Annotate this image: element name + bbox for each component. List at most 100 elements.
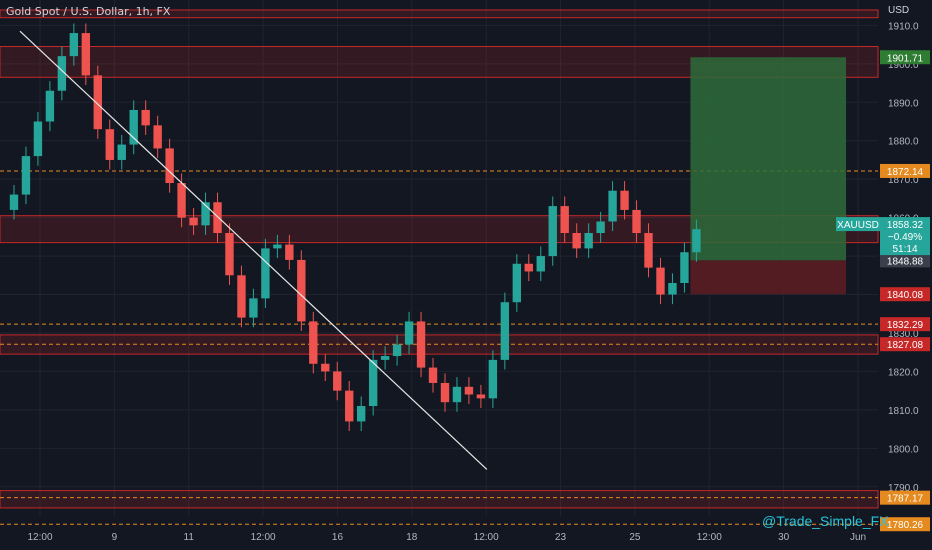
stop-zone[interactable] (690, 260, 847, 295)
candle-body (69, 33, 79, 57)
x-tick-label: 12:00 (697, 532, 722, 543)
candle-body (656, 267, 665, 295)
long-position-tool[interactable] (690, 57, 847, 295)
candle-body (201, 202, 210, 226)
candle-body (584, 233, 593, 249)
x-tick-label: Jun (850, 532, 866, 543)
y-tick-label: 1890.0 (888, 98, 919, 109)
candle-body (165, 148, 174, 184)
candle-body (345, 390, 354, 422)
candle-body (141, 109, 150, 126)
price-label: 1872.14 (887, 167, 924, 178)
zones (0, 9, 879, 509)
y-tick-label: 1900.0 (888, 60, 919, 71)
price-label: 1827.08 (887, 340, 924, 351)
x-tick-label: 16 (332, 532, 344, 543)
symbol-tag: XAUUSD (837, 220, 879, 231)
candle-body (261, 248, 270, 299)
price-label-bg (880, 337, 930, 352)
candle-body (524, 263, 533, 272)
time-axis[interactable]: 12:00 9 11 12:00 16 18 12:00 23 25 12:00 30 Jun (27, 532, 866, 543)
price-label: 1780.26 (887, 520, 924, 531)
candle-body (596, 221, 605, 234)
price-label-bg (880, 50, 930, 65)
price-label: 1840.08 (887, 290, 924, 301)
candle-body (464, 386, 474, 395)
target-zone[interactable] (690, 57, 847, 261)
candles (9, 23, 701, 432)
last-price-bg (880, 217, 930, 256)
x-tick-label: 11 (184, 532, 195, 543)
x-tick-label: 12:00 (474, 532, 499, 543)
candle-body (368, 359, 378, 407)
y-tick-label: 1870.0 (888, 175, 919, 186)
price-label-bg (880, 287, 930, 302)
candle-body (285, 244, 294, 260)
candle-body (129, 109, 138, 145)
candle-body (249, 298, 258, 318)
candle-body (189, 217, 198, 226)
trendline[interactable] (19, 30, 488, 470)
price-change: −0.49% (888, 232, 922, 243)
currency-label: USD (888, 5, 910, 16)
price-label: 1787.17 (887, 494, 924, 505)
candle-body (476, 394, 486, 399)
price-label-bg (880, 317, 930, 332)
watermark: @Trade_Simple_FX (762, 513, 889, 529)
x-tick-label: 12:00 (27, 532, 52, 543)
x-tick-label: 30 (778, 532, 790, 543)
x-tick-label: 12:00 (251, 532, 276, 543)
candle-body (632, 209, 641, 234)
y-tick-label: 1790.0 (888, 483, 919, 494)
candle-body (680, 252, 689, 283)
symbol-tag-bg (836, 217, 880, 232)
candle-body (21, 156, 31, 195)
candle-body (620, 190, 629, 210)
trendline-line[interactable] (19, 30, 488, 470)
candle-body (692, 229, 701, 253)
candle-body (93, 75, 102, 130)
y-tick-label: 1800.0 (888, 444, 919, 455)
candle-body (452, 386, 462, 403)
candle-body (309, 321, 318, 364)
candle-body (81, 33, 91, 76)
candle-body (45, 90, 55, 122)
price-label-bg (880, 490, 930, 505)
candle-body (428, 367, 438, 383)
price-labels: 1901.71 1872.14 1848.88 1840.08 1832.29 1827.… (836, 50, 930, 532)
candle-body (297, 259, 306, 322)
y-tick-label: 1880.0 (888, 137, 919, 148)
candle-body (9, 194, 19, 210)
candle-body (177, 183, 186, 218)
candle-body (380, 356, 390, 360)
x-tick-label: 18 (406, 532, 418, 543)
candle-body (560, 206, 569, 234)
chart-title: Gold Spot / U.S. Dollar, 1h, FX (6, 5, 171, 18)
last-price: 1858.32 (887, 220, 924, 231)
candle-body (668, 282, 677, 295)
candle-body (213, 202, 222, 234)
candle-body (512, 263, 522, 303)
zone (0, 334, 879, 355)
candle-body (644, 233, 653, 268)
candle-body (536, 256, 545, 272)
candle-body (153, 125, 162, 149)
price-label-bg (880, 253, 930, 268)
candle-body (333, 371, 342, 391)
candle-body (440, 382, 450, 403)
x-tick-label: 25 (629, 532, 641, 543)
candle-countdown: 51:14 (892, 244, 917, 255)
candle-body (237, 275, 246, 318)
candle-body (392, 344, 402, 357)
y-tick-label: 1820.0 (888, 367, 919, 378)
candle-body (57, 56, 67, 91)
candle-body (500, 302, 510, 360)
price-label: 1848.88 (887, 256, 924, 267)
zone (0, 490, 879, 509)
price-label: 1832.29 (887, 320, 924, 331)
x-tick-label: 9 (112, 532, 118, 543)
candle-body (356, 406, 366, 422)
candle-body (33, 121, 43, 157)
price-label: 1901.71 (887, 53, 924, 64)
